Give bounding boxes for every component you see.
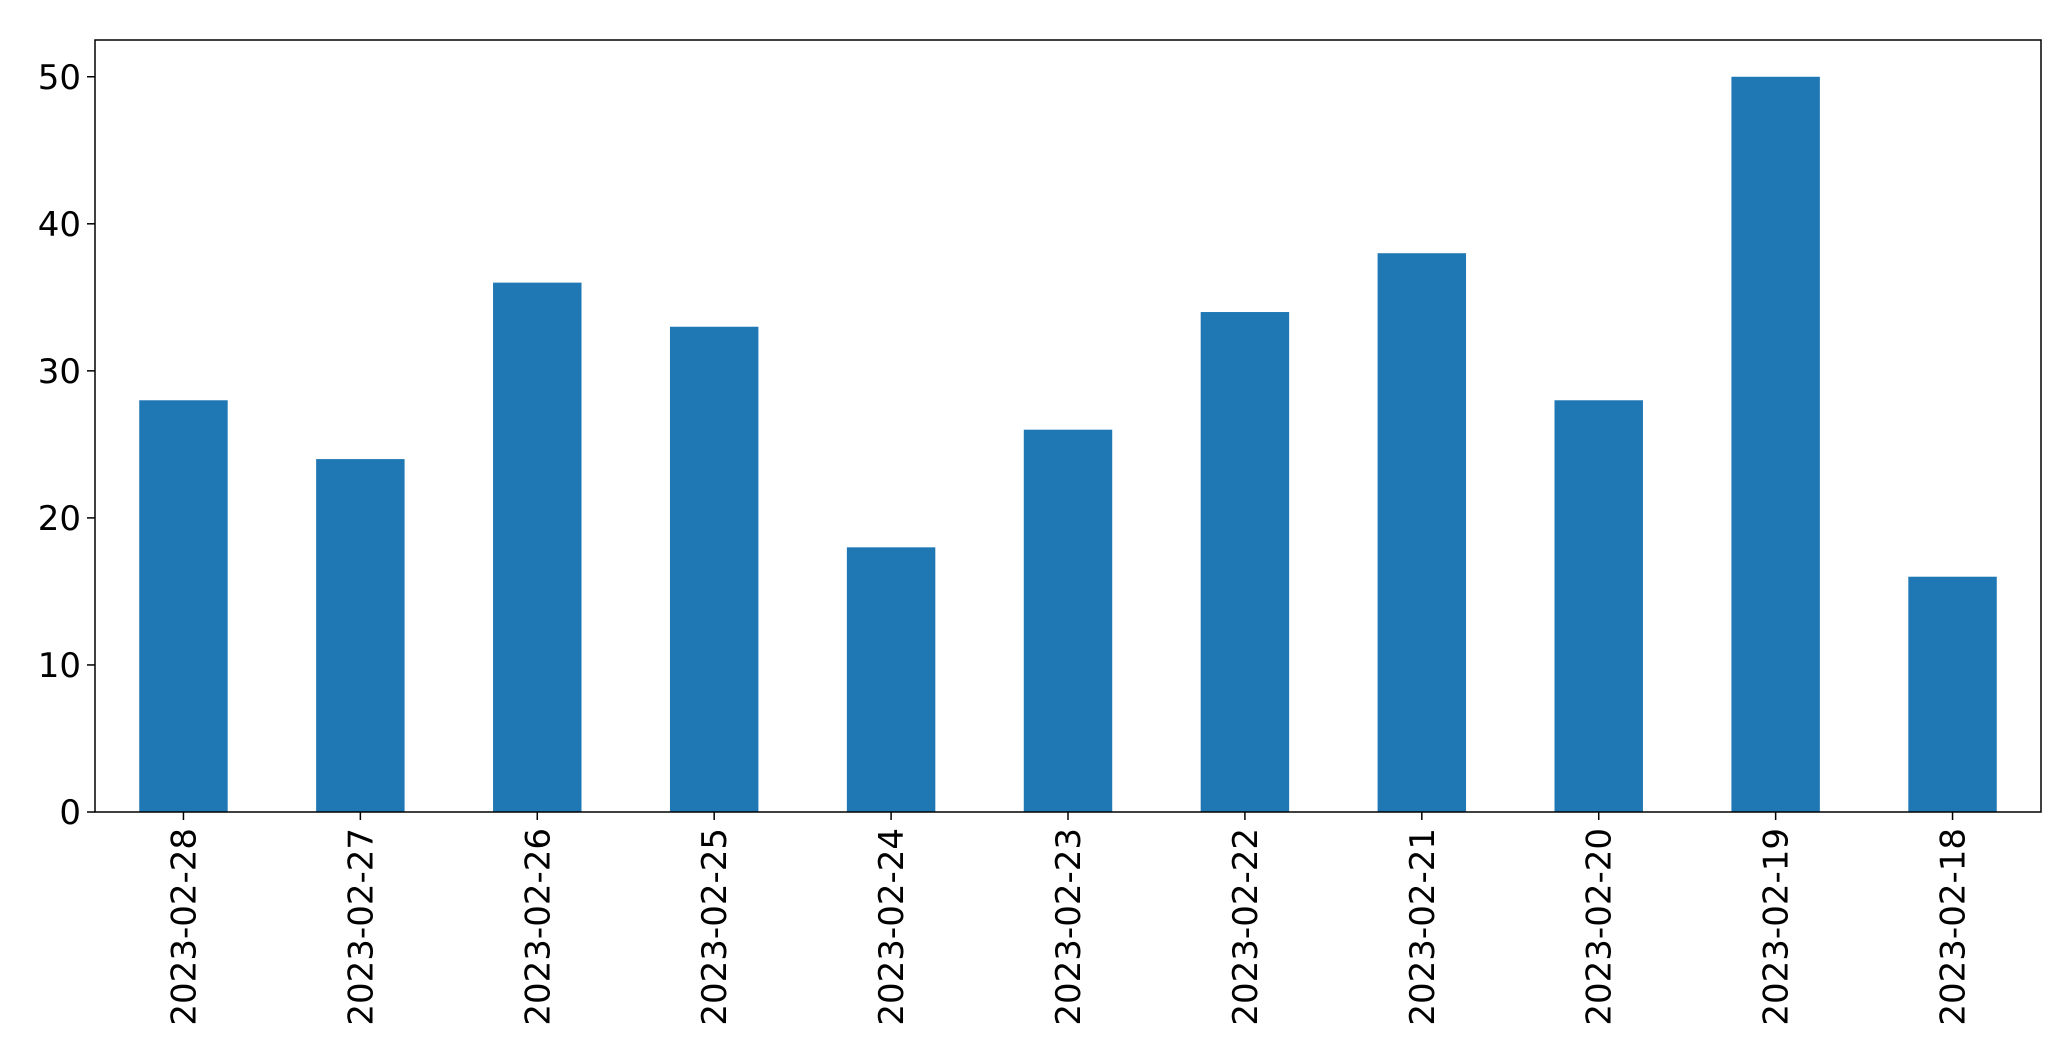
plot-frame <box>94 39 2042 813</box>
bar-2023-02-19 <box>1731 76 1820 812</box>
y-tick-label: 40 <box>38 205 81 245</box>
x-tick-label: 2023-02-19 <box>1757 828 1797 1026</box>
x-tick-label: 2023-02-27 <box>341 828 381 1026</box>
x-tick-label: 2023-02-24 <box>872 828 912 1026</box>
bar-2023-02-25 <box>669 326 759 812</box>
x-tick-label: 2023-02-25 <box>695 828 735 1026</box>
x-tick-label: 2023-02-18 <box>1934 828 1974 1026</box>
x-tick-label: 2023-02-28 <box>164 828 204 1026</box>
bar-2023-02-28 <box>139 400 228 812</box>
y-tick-label: 20 <box>38 499 81 539</box>
x-axis: 2023-02-28 2023-02-27 2023-02-26 2023-02-25… <box>164 812 1974 1026</box>
bar-2023-02-22 <box>1200 312 1290 812</box>
bar-2023-02-23 <box>1023 429 1113 812</box>
x-tick-label: 2023-02-23 <box>1049 828 1089 1026</box>
x-tick-label: 2023-02-21 <box>1403 828 1443 1026</box>
bar-2023-02-21 <box>1377 253 1467 812</box>
y-tick-label: 0 <box>59 793 81 833</box>
x-tick-label: 2023-02-26 <box>518 828 558 1026</box>
y-tick-label: 10 <box>38 646 81 686</box>
x-tick-label: 2023-02-20 <box>1580 828 1620 1026</box>
bar-2023-02-26 <box>493 282 582 813</box>
y-tick-label: 30 <box>38 352 81 392</box>
bar-2023-02-27 <box>316 459 405 812</box>
y-tick-label: 50 <box>38 58 81 98</box>
bar-2023-02-18 <box>1908 576 1997 812</box>
x-tick-label: 2023-02-22 <box>1226 828 1266 1026</box>
bar-2023-02-20 <box>1554 400 1643 812</box>
bar-2023-02-24 <box>846 547 936 812</box>
bars-group <box>139 76 1997 813</box>
y-axis: 0 10 20 30 40 50 <box>38 58 95 833</box>
